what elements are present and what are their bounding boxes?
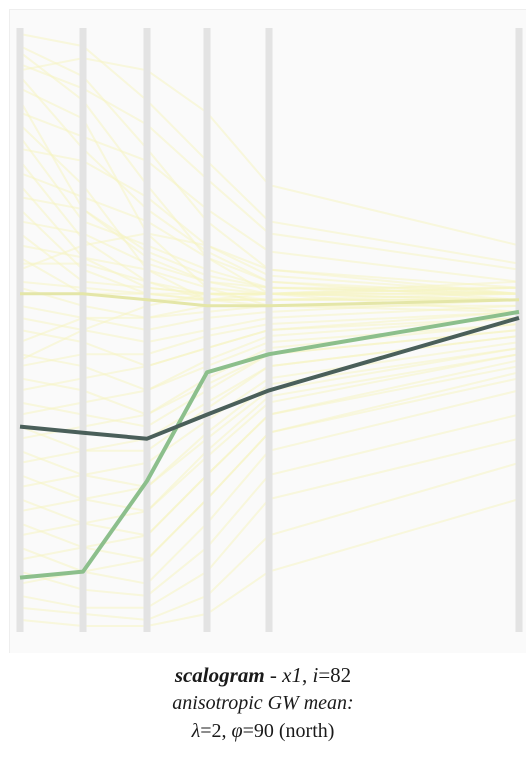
axis-2: [79, 28, 87, 632]
mean-line-group: [20, 292, 520, 308]
axis-6: [515, 28, 523, 632]
highlighted-series: [19, 309, 520, 580]
context-line: [19, 498, 520, 627]
context-line: [19, 298, 520, 332]
context-line: [19, 437, 520, 609]
context-line: [19, 359, 520, 561]
caption-variable: x1: [282, 663, 302, 687]
context-line: [19, 316, 520, 392]
series-line-2: [19, 315, 520, 441]
context-line: [19, 304, 520, 344]
mean-line: [20, 292, 520, 308]
parallel-coordinates-chart: [16, 28, 523, 632]
context-line: [19, 63, 520, 271]
context-lines: [19, 33, 520, 627]
context-line: [19, 347, 520, 513]
context-line: [19, 111, 520, 283]
axis-3: [143, 28, 151, 632]
caption-phi-symbol: φ: [231, 720, 243, 742]
context-line: [19, 413, 520, 597]
context-line: [19, 329, 520, 440]
caption-parameters: λ=2, φ=90 (north): [0, 719, 526, 743]
caption-separator: -: [264, 663, 283, 687]
context-line: [19, 310, 520, 368]
caption-lambda-value: =2,: [200, 720, 232, 742]
context-line: [19, 232, 520, 295]
axes: [16, 28, 523, 632]
caption-index-value: =82: [318, 663, 352, 687]
caption-index-symbol: i: [312, 663, 319, 687]
context-line: [19, 147, 520, 295]
axis-5: [265, 28, 273, 632]
axis-4: [203, 28, 211, 632]
context-line: [19, 323, 520, 416]
context-line: [19, 57, 520, 247]
caption-comma: ,: [301, 663, 313, 687]
caption-phi-value: =90 (north): [242, 720, 335, 742]
caption: scalogram - x1, i=82 anisotropic GW mean…: [0, 656, 526, 759]
context-line: [19, 196, 520, 295]
caption-lambda-symbol: λ: [191, 720, 201, 742]
caption-title: scalogram - x1, i=82: [0, 662, 526, 688]
axis-1: [16, 28, 24, 632]
context-line: [19, 335, 520, 464]
context-line: [19, 220, 519, 289]
context-line: [19, 232, 520, 289]
context-line: [19, 353, 520, 513]
context-line: [19, 292, 519, 362]
context-line: [19, 389, 520, 585]
context-line: [19, 87, 520, 313]
caption-subtitle: anisotropic GW mean:: [172, 692, 354, 714]
context-line: [19, 323, 520, 416]
caption-method: scalogram: [174, 663, 265, 687]
context-line: [19, 341, 520, 488]
context-line: [19, 461, 520, 621]
context-line: [19, 353, 520, 537]
context-line: [19, 33, 520, 265]
context-line: [19, 316, 520, 392]
